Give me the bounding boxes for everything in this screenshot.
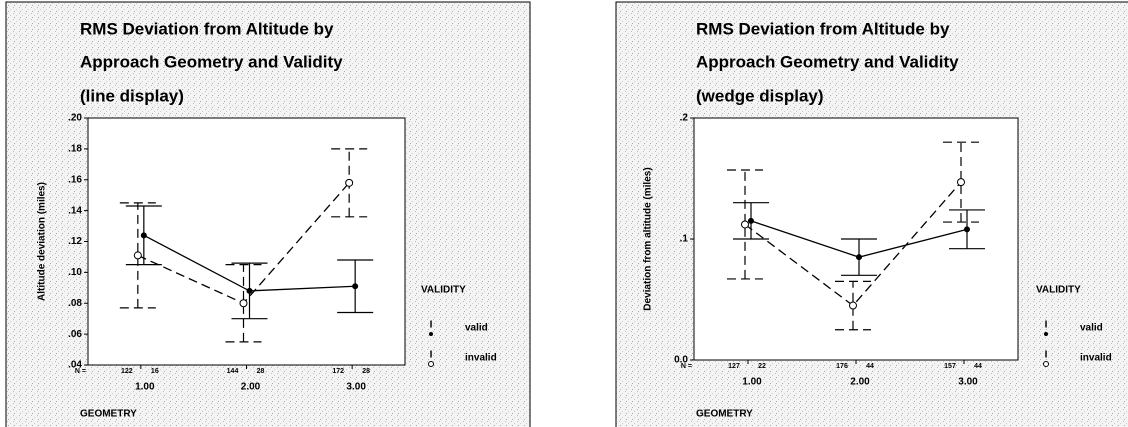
n-count: 172 — [332, 368, 344, 375]
marker — [133, 251, 142, 260]
series-line — [744, 181, 962, 307]
legend-symbol: I — [430, 320, 433, 331]
chart-title: RMS Deviation from Altitude by — [696, 19, 950, 38]
n-count: 44 — [866, 363, 874, 370]
marker — [964, 226, 970, 233]
error-bar — [943, 141, 979, 223]
y-tick-label: .18 — [68, 144, 82, 155]
legend-marker — [1044, 332, 1048, 336]
chart-title: Approach Geometry and Validity — [696, 52, 959, 71]
n-count: 157 — [944, 363, 956, 370]
n-count: 176 — [836, 363, 848, 370]
legend-marker — [428, 361, 434, 367]
x-tick-label: 3.00 — [958, 377, 978, 388]
n-label: N = — [75, 368, 86, 375]
y-tick-label: .14 — [68, 205, 82, 216]
y-tick-label: .1 — [680, 234, 689, 245]
n-count: 28 — [257, 368, 265, 375]
marker — [957, 178, 965, 187]
n-count: 44 — [974, 363, 982, 370]
y-tick-label: .08 — [68, 298, 82, 309]
n-count: 16 — [151, 368, 159, 375]
y-tick-label: .10 — [68, 267, 82, 278]
x-axis-label: GEOMETRY — [696, 409, 753, 420]
x-axis-label: GEOMETRY — [80, 409, 137, 420]
marker — [239, 299, 248, 308]
legend-symbol: I — [430, 350, 433, 361]
legend-label: invalid — [1080, 353, 1112, 364]
x-tick-label: 2.00 — [241, 382, 261, 393]
y-tick-label: .20 — [68, 113, 82, 124]
n-count: 144 — [227, 368, 239, 375]
legend-label: invalid — [465, 353, 497, 364]
n-count: 122 — [121, 368, 133, 375]
x-tick-label: 1.00 — [135, 382, 155, 393]
marker — [352, 283, 359, 290]
legend-symbol: I — [1045, 320, 1048, 331]
y-tick-label: .2 — [680, 113, 689, 124]
y-tick-label: .12 — [68, 236, 82, 247]
y-tick-label: .06 — [68, 329, 82, 340]
chart-subtitle: (wedge display) — [696, 86, 824, 105]
marker — [856, 254, 862, 261]
chart-subtitle: (line display) — [80, 86, 184, 105]
n-count: 28 — [362, 368, 370, 375]
legend-label: valid — [465, 323, 488, 334]
plot-area — [87, 117, 406, 366]
legend-marker — [429, 332, 433, 336]
y-tick-label: .16 — [68, 174, 82, 185]
n-label: N = — [681, 363, 692, 370]
marker — [741, 220, 749, 229]
legend-symbol: I — [1045, 350, 1048, 361]
marker — [748, 217, 754, 224]
x-tick-label: 2.00 — [850, 377, 870, 388]
x-tick-label: 3.00 — [346, 382, 366, 393]
legend-marker — [1043, 361, 1049, 367]
y-tick-label: .04 — [68, 360, 82, 371]
chart-title: RMS Deviation from Altitude by — [80, 19, 334, 38]
marker — [345, 178, 354, 187]
marker — [849, 301, 857, 310]
y-tick-label: 0.0 — [674, 355, 688, 366]
chart-title: Approach Geometry and Validity — [80, 52, 343, 71]
error-bar — [835, 280, 871, 331]
legend-label: valid — [1080, 323, 1103, 334]
legend-title: VALIDITY — [1036, 285, 1081, 296]
error-bar — [225, 264, 262, 343]
n-count: 22 — [758, 363, 766, 370]
y-axis-label: Deviation from altitude (miles) — [643, 167, 654, 310]
y-axis-label: Altitude deviation (miles) — [37, 182, 48, 301]
error-bar — [119, 202, 156, 309]
legend-title: VALIDITY — [421, 285, 466, 296]
marker — [140, 232, 147, 239]
x-tick-label: 1.00 — [742, 377, 762, 388]
n-count: 127 — [728, 363, 740, 370]
error-bar — [727, 169, 763, 280]
marker — [246, 287, 253, 294]
